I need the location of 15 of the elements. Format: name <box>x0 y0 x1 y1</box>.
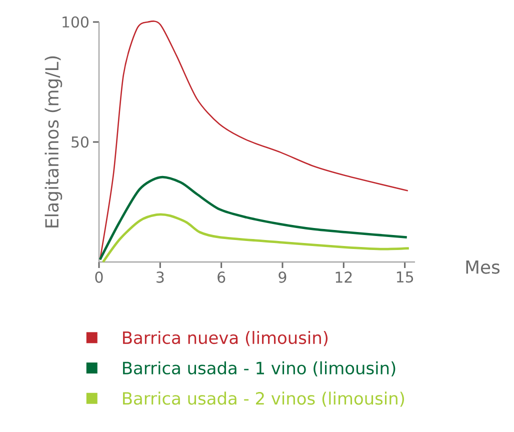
legend-label: Barrica usada - 1 vino (limousin) <box>123 361 396 376</box>
line-series <box>102 213 410 264</box>
y-tick-label: 50 <box>72 136 88 148</box>
legend-label: Barrica nueva (limousin) <box>123 330 328 346</box>
x-tick-label: 0 <box>95 272 103 283</box>
y-axis-title: Elagitaninos (mg/L) <box>44 56 62 228</box>
x-tick-label: 9 <box>278 272 286 283</box>
y-tick-label: 100 <box>62 16 88 28</box>
x-tick-label: 3 <box>156 272 164 283</box>
x-tick-label: 12 <box>336 272 352 283</box>
line-series <box>98 176 408 261</box>
x-axis-title: Mes <box>466 260 500 274</box>
x-tick-label: 15 <box>396 272 414 283</box>
x-tick-label: 6 <box>218 272 226 283</box>
legend-label: Barrica usada - 2 vinos (limousin) <box>123 392 404 407</box>
